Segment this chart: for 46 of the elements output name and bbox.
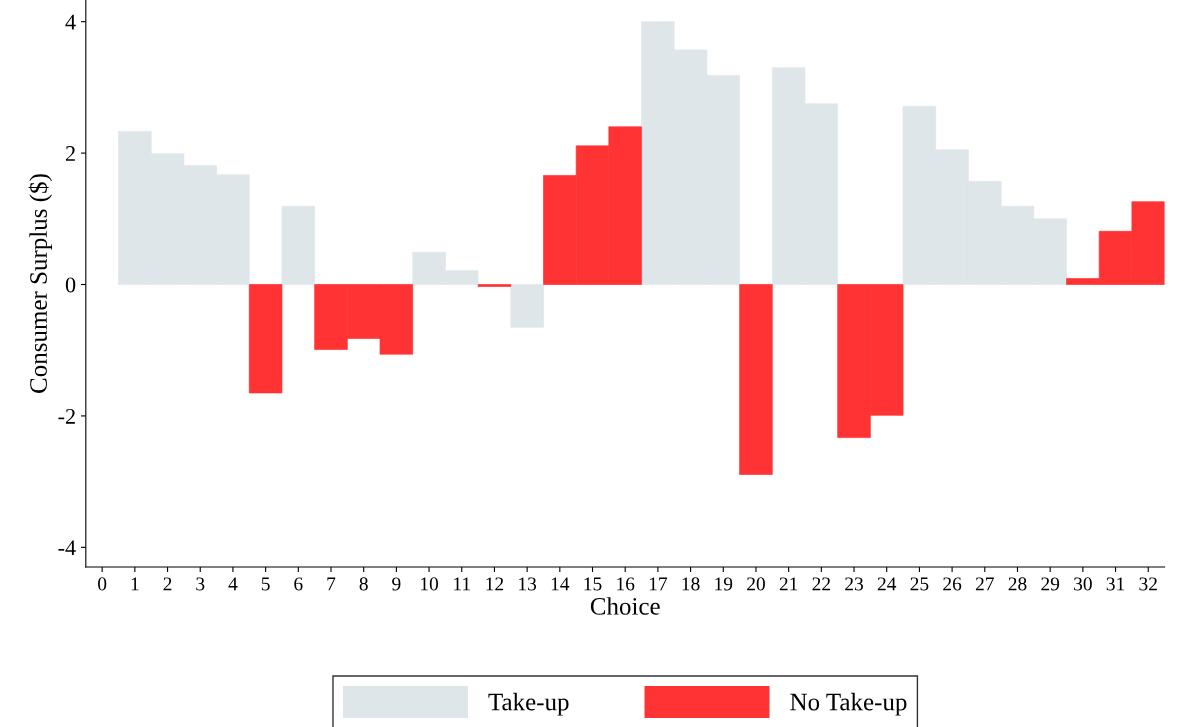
legend-label: No Take-up (790, 692, 907, 716)
x-tick-label: 18 (682, 577, 700, 591)
x-tick-label: 10 (421, 577, 439, 591)
x-tick-label: 21 (779, 577, 798, 591)
x-tick-label: 26 (943, 577, 962, 591)
x-tick-label: 24 (877, 577, 897, 591)
x-tick-label: 12 (486, 577, 504, 591)
x-tick-label: 13 (519, 577, 537, 591)
x-tick-label: 16 (617, 577, 635, 591)
x-tick-label: 5 (261, 577, 270, 591)
x-tick-label: 14 (551, 577, 570, 591)
x-tick-label: 3 (196, 577, 205, 591)
x-tick-label: 2 (163, 577, 172, 591)
x-tick-label: 15 (584, 577, 602, 591)
bar (281, 205, 315, 285)
x-tick-label: 8 (359, 577, 368, 591)
x-tick-label: 23 (845, 577, 863, 591)
bar (248, 284, 283, 394)
x-tick-label: 7 (327, 577, 336, 591)
x-tick-label: 9 (392, 577, 401, 591)
bar (739, 284, 773, 475)
x-axis-title: Choice (590, 597, 660, 615)
x-tick-label: 27 (975, 577, 994, 591)
y-tick-label: -2 (58, 408, 75, 424)
y-axis-title: Consumer Surplus ($) (28, 174, 53, 393)
bar (510, 284, 544, 328)
legend-label: Take-up (488, 692, 569, 716)
x-tick-label: 20 (747, 577, 765, 591)
x-tick-label: 1 (131, 577, 139, 591)
x-tick-label: 0 (98, 577, 107, 591)
x-tick-label: 11 (454, 577, 470, 591)
y-tick-label: 0 (65, 277, 76, 293)
x-tick-label: 19 (715, 577, 733, 591)
x-tick-label: 4 (228, 577, 238, 591)
x-tick-label: 6 (294, 577, 303, 591)
x-tick-label: 17 (649, 577, 668, 591)
x-tick-label: 31 (1106, 577, 1125, 591)
x-tick-label: 25 (910, 577, 929, 591)
x-tick-label: 32 (1139, 577, 1157, 591)
x-tick-label: 30 (1074, 577, 1092, 591)
x-tick-label: 29 (1041, 577, 1060, 591)
y-tick-label: 2 (65, 146, 75, 161)
x-tick-label: 22 (812, 577, 830, 591)
x-tick-label: 28 (1008, 577, 1027, 591)
y-tick-label: -4 (58, 540, 76, 556)
y-tick-label: 4 (65, 14, 76, 30)
